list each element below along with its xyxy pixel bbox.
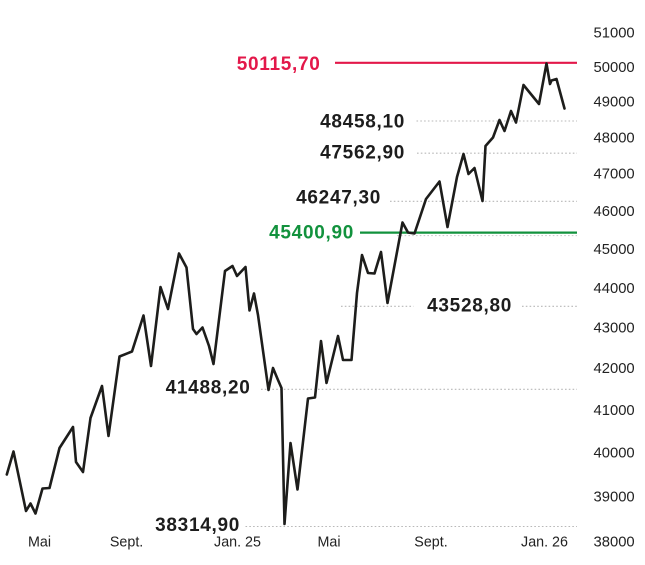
- svg-text:44000: 44000: [594, 281, 635, 297]
- svg-text:Mai: Mai: [317, 534, 340, 550]
- svg-text:40000: 40000: [594, 446, 635, 462]
- svg-text:41488,20: 41488,20: [166, 378, 251, 399]
- svg-text:43528,80: 43528,80: [427, 296, 512, 317]
- svg-text:46000: 46000: [594, 204, 635, 220]
- svg-text:50115,70: 50115,70: [237, 54, 321, 75]
- svg-text:42000: 42000: [594, 361, 635, 377]
- svg-text:48458,10: 48458,10: [320, 111, 405, 132]
- svg-text:43000: 43000: [594, 321, 635, 337]
- svg-text:Sept.: Sept.: [414, 534, 447, 550]
- svg-text:Sept.: Sept.: [110, 534, 143, 550]
- svg-text:Jan. 26: Jan. 26: [521, 534, 568, 550]
- svg-text:46247,30: 46247,30: [296, 188, 381, 209]
- svg-text:47562,90: 47562,90: [320, 143, 405, 164]
- svg-text:50000: 50000: [594, 60, 635, 76]
- svg-text:Jan. 25: Jan. 25: [214, 534, 261, 550]
- svg-text:51000: 51000: [594, 26, 635, 42]
- svg-text:38314,90: 38314,90: [155, 515, 240, 536]
- svg-text:48000: 48000: [594, 130, 635, 146]
- svg-text:Mai: Mai: [28, 534, 51, 550]
- svg-text:45400,90: 45400,90: [269, 223, 354, 244]
- svg-text:41000: 41000: [594, 403, 635, 419]
- svg-text:47000: 47000: [594, 167, 635, 183]
- svg-text:45000: 45000: [594, 242, 635, 258]
- svg-text:49000: 49000: [594, 95, 635, 111]
- svg-text:38000: 38000: [594, 534, 635, 550]
- svg-text:39000: 39000: [594, 489, 635, 505]
